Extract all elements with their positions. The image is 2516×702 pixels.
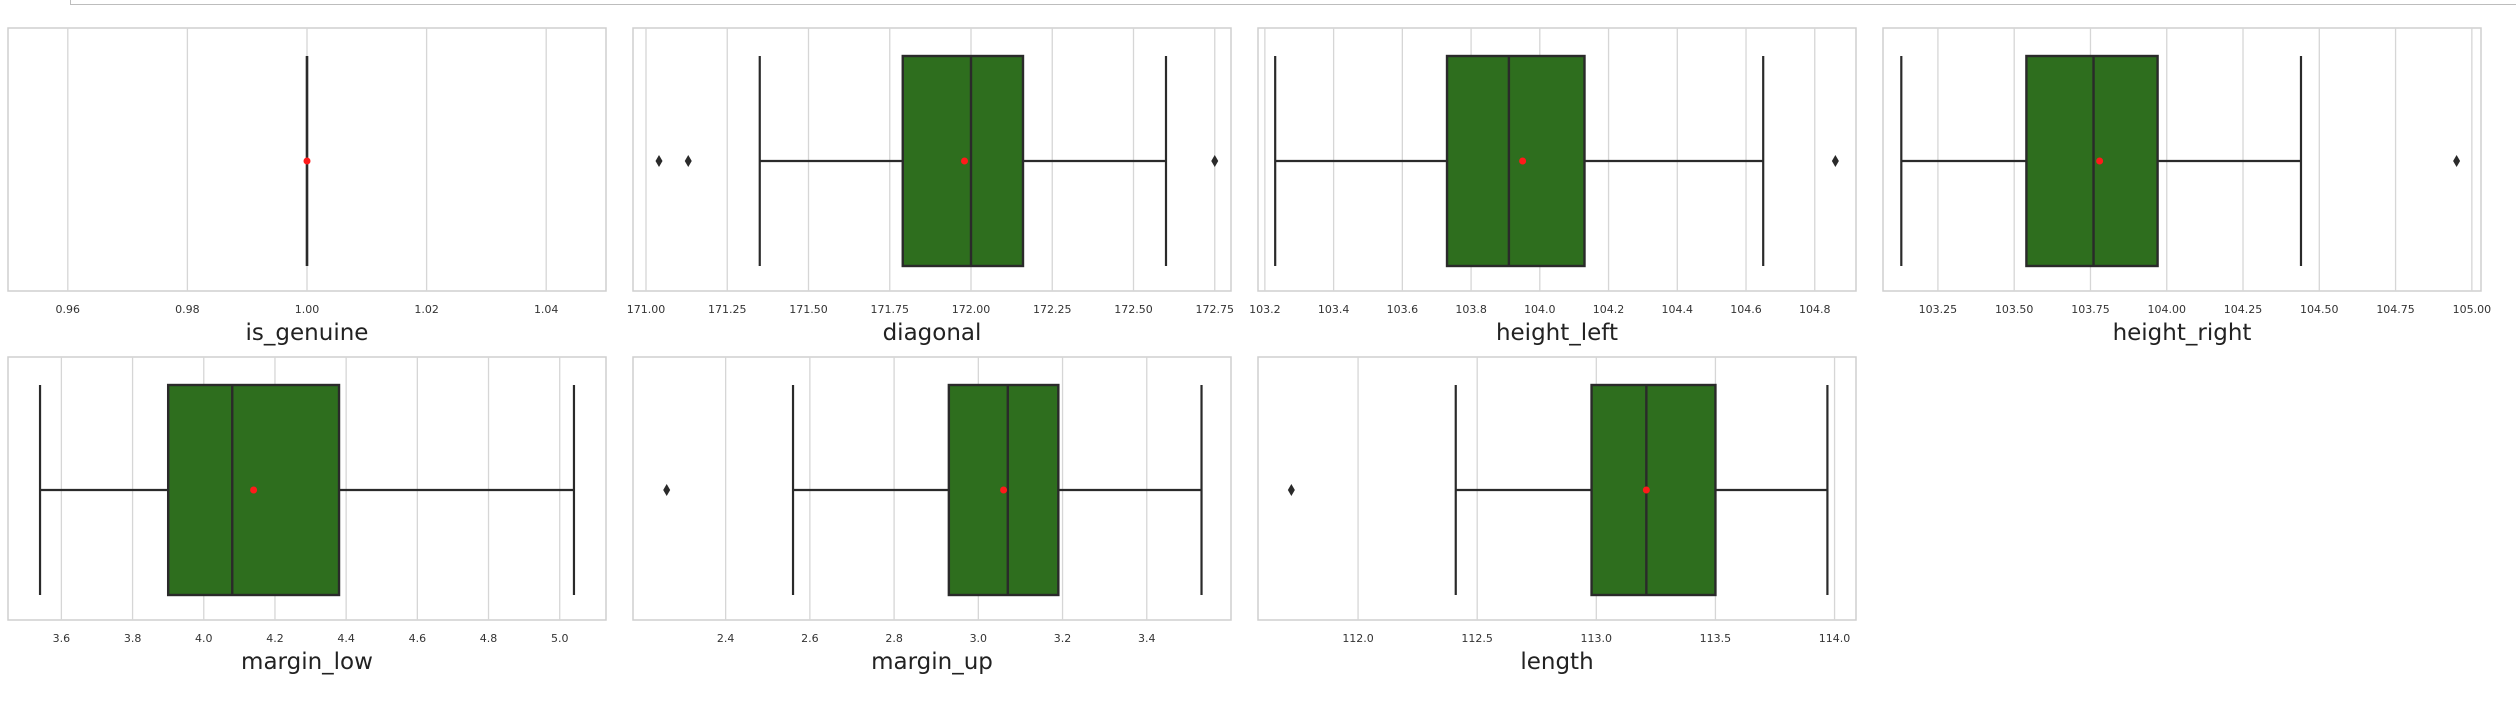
- mean-marker: [1519, 157, 1527, 165]
- x-tick-label: 112.5: [1461, 632, 1493, 645]
- x-tick-label: 1.02: [414, 303, 439, 316]
- top-input-strip: [0, 0, 2516, 8]
- x-tick-label: 0.98: [175, 303, 200, 316]
- plot-frame: [1257, 356, 1857, 621]
- x-tick-label: 2.8: [885, 632, 903, 645]
- x-axis-label: diagonal: [883, 320, 982, 346]
- x-axis-label: margin_low: [241, 649, 373, 675]
- x-tick-label: 172.25: [1033, 303, 1072, 316]
- x-tick-label: 103.75: [2071, 303, 2110, 316]
- x-axis-label: margin_up: [871, 649, 993, 675]
- subplot-length: 112.0 112.5 113.0 113.5 114.0 length: [1257, 356, 1857, 675]
- x-tick-label: 171.50: [789, 303, 828, 316]
- x-tick-label: 104.2: [1593, 303, 1625, 316]
- x-tick-label: 112.0: [1342, 632, 1374, 645]
- x-tick-label: 114.0: [1819, 632, 1851, 645]
- x-tick-label: 1.04: [534, 303, 559, 316]
- x-tick-label: 5.0: [551, 632, 569, 645]
- x-tick-label: 4.6: [409, 632, 427, 645]
- outlier-point: [684, 155, 692, 167]
- x-tick-label: 172.50: [1114, 303, 1153, 316]
- x-tick-label: 103.50: [1995, 303, 2034, 316]
- plot-frame: [632, 356, 1232, 621]
- iqr-box: [947, 383, 1060, 597]
- x-tick-label: 104.75: [2376, 303, 2415, 316]
- iqr-box: [166, 383, 341, 597]
- x-tick-label: 103.25: [1919, 303, 1958, 316]
- mean-marker: [303, 157, 311, 165]
- x-tick-label: 104.8: [1799, 303, 1831, 316]
- x-tick-label: 4.8: [480, 632, 498, 645]
- outlier-point: [1211, 155, 1219, 167]
- x-tick-label: 172.75: [1196, 303, 1235, 316]
- x-tick-label: 104.50: [2300, 303, 2339, 316]
- outlier-point: [1831, 155, 1839, 167]
- x-tick-label: 2.6: [801, 632, 819, 645]
- x-tick-label: 0.96: [56, 303, 81, 316]
- x-axis-label: length: [1520, 649, 1593, 675]
- x-tick-label: 3.0: [970, 632, 988, 645]
- outlier-point: [663, 484, 671, 496]
- x-tick-label: 104.4: [1662, 303, 1694, 316]
- x-tick-label: 103.2: [1249, 303, 1281, 316]
- x-tick-label: 3.2: [1054, 632, 1072, 645]
- x-tick-label: 171.75: [871, 303, 910, 316]
- subplot-height_right: 103.25 103.50 103.75 104.00 104.25 104.50 104.…: [1882, 27, 2492, 346]
- outlier-point: [1287, 484, 1295, 496]
- x-tick-label: 4.2: [266, 632, 284, 645]
- mean-marker: [250, 486, 258, 494]
- x-tick-label: 171.25: [708, 303, 747, 316]
- x-tick-label: 104.0: [1524, 303, 1556, 316]
- x-tick-label: 103.4: [1318, 303, 1350, 316]
- x-tick-label: 104.00: [2147, 303, 2186, 316]
- x-tick-label: 105.00: [2453, 303, 2492, 316]
- x-tick-label: 172.00: [952, 303, 991, 316]
- x-tick-label: 103.8: [1455, 303, 1487, 316]
- x-tick-label: 113.5: [1700, 632, 1732, 645]
- mean-marker: [1000, 486, 1008, 494]
- subplot-is_genuine: 0.96 0.98 1.00 1.02 1.04 is_genuine: [7, 27, 607, 346]
- subplot-margin_low: 3.6 3.8 4.0 4.2 4.4 4.6 4.8 5.0 margin_low: [7, 356, 607, 675]
- subplot-diagonal: 171.00 171.25 171.50 171.75 172.00 172.25 172.…: [627, 27, 1235, 346]
- outlier-point: [655, 155, 663, 167]
- subplot-height_left: 103.2 103.4 103.6 103.8 104.0 104.2 104.4 104.6…: [1249, 27, 1857, 346]
- x-tick-label: 3.8: [124, 632, 142, 645]
- x-tick-label: 104.25: [2224, 303, 2263, 316]
- x-tick-label: 2.4: [717, 632, 735, 645]
- x-axis-label: height_right: [2113, 320, 2252, 346]
- subplot-margin_up: 2.4 2.6 2.8 3.0 3.2 3.4 margin_up: [632, 356, 1232, 675]
- x-tick-label: 3.6: [53, 632, 71, 645]
- x-tick-label: 4.0: [195, 632, 213, 645]
- x-tick-label: 3.4: [1138, 632, 1156, 645]
- outlier-point: [2453, 155, 2461, 167]
- x-tick-label: 171.00: [627, 303, 666, 316]
- x-tick-label: 4.4: [337, 632, 355, 645]
- iqr-box: [2025, 54, 2159, 268]
- mean-marker: [1642, 486, 1650, 494]
- x-tick-label: 104.6: [1730, 303, 1762, 316]
- mean-marker: [2096, 157, 2104, 165]
- x-axis-label: is_genuine: [246, 320, 369, 346]
- x-tick-label: 113.0: [1581, 632, 1613, 645]
- x-tick-label: 1.00: [295, 303, 320, 316]
- x-axis-label: height_left: [1496, 320, 1618, 346]
- mean-marker: [961, 157, 968, 165]
- iqr-box: [1445, 54, 1586, 268]
- x-tick-label: 103.6: [1387, 303, 1419, 316]
- iqr-box: [1590, 383, 1717, 597]
- plot-frame: [1882, 27, 2482, 292]
